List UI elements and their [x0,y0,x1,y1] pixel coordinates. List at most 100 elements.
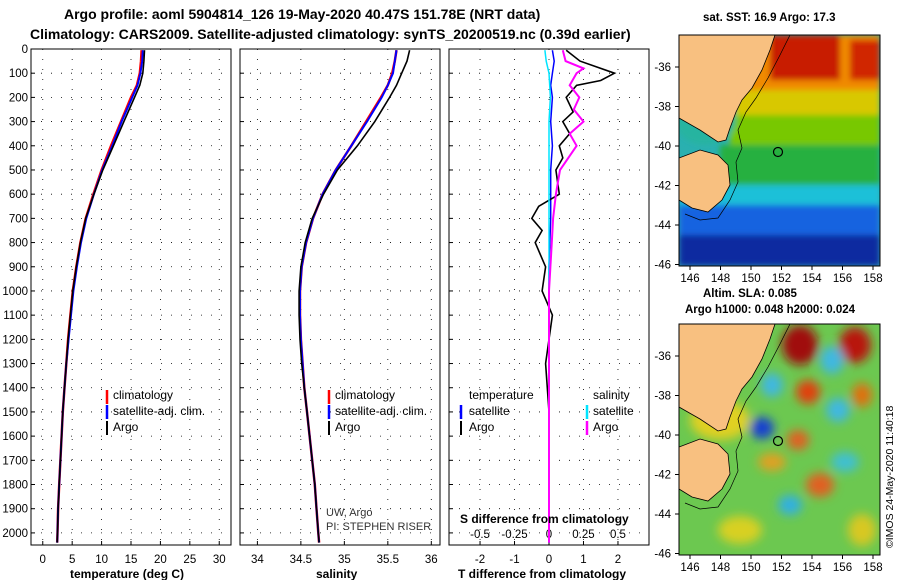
depth-tick-label: 200 [9,92,28,104]
series-s-argo [548,49,586,543]
depth-tick-label: 800 [9,238,28,250]
imos-credit: ©IMOS 24-May-2020 11:40:18 [884,405,896,548]
map-lat-label: -44 [654,220,671,232]
series-satellite-adj-clim- [56,50,144,543]
x-tick-label: -2 [475,554,485,566]
depth-tick-label: 900 [9,262,28,274]
depth-tick-label: 300 [9,117,28,129]
x-tick-label: 0 [40,554,46,566]
sst-land-mainland [679,35,776,143]
depth-tick-label: 500 [9,165,28,177]
sla-warm-4 [852,383,872,407]
sst-hot-core [770,35,840,80]
x-tick-label: 30 [213,554,226,566]
sla-warm-5 [787,430,809,450]
sla-map-title-1: Altim. SLA: 0.085 [703,288,798,300]
legend-t-satellite-label: satellite [469,404,510,418]
legend-salinity-heading: salinity [593,388,630,402]
depth-tick-label: 100 [9,68,28,80]
sla-yellow-2 [718,516,762,544]
map-lat-label: -38 [654,391,671,403]
map-lon-label: 152 [772,273,791,285]
map-lat-label: -36 [654,351,671,363]
map-lat-label: -40 [654,141,671,153]
x-tick-label: 35 [338,554,351,566]
sst-map [679,35,880,266]
sla-cool-5 [778,495,802,515]
sst-shelf-contour [684,35,791,221]
sst-map-frame [678,34,881,267]
x-tick-label: 15 [125,554,138,566]
sla-cool-4 [831,452,859,472]
map-lon-label: 156 [833,562,852,574]
x-tick-label: -1 [509,554,519,566]
series-climatology [298,50,398,543]
x-tick-label: 34 [251,554,264,566]
map-lat-label: -40 [654,430,671,442]
sst-float-marker [772,146,784,158]
sst-blue-band [679,205,880,240]
map-lon-label: 150 [741,273,760,285]
legend-satellite-label: satellite-adj. clim. [335,404,427,418]
map-lat-label: -46 [654,549,671,561]
depth-tick-label: 0 [22,44,28,56]
sla-shelf-contour [684,324,791,510]
legend-argo-label: Argo [113,420,139,434]
x-tick-label: 20 [154,554,167,566]
title-line-1: Argo profile: aoml 5904814_126 19-May-20… [64,6,541,22]
map-lon-label: 148 [711,562,730,574]
map-lat-label: -46 [654,260,671,272]
map-lat-label: -42 [654,470,671,482]
s-diff-tick-label: -0.25 [501,529,527,541]
depth-tick-label: 600 [9,189,28,201]
sst-hot-east [850,40,880,80]
sla-cool-2 [761,373,783,397]
depth-tick-label: 1800 [2,480,28,492]
series-t-argo [530,49,617,543]
depth-tick-label: 1900 [2,504,28,516]
x-tick-label: 25 [183,554,196,566]
float-credit-line-2: PI: STEPHEN RISER [326,521,431,533]
legend-s-argo-label: Argo [593,420,619,434]
sst-land-tasmania [679,149,731,213]
sla-warm-2 [839,327,871,363]
depth-tick-label: 1500 [2,407,28,419]
legend-s-satellite-label: satellite [593,404,634,418]
depth-tick-label: 400 [9,141,28,153]
map-lon-label: 146 [680,562,699,574]
salinity-legend: climatology satellite-adj. clim. Argo [327,388,427,435]
depth-tick-label: 1700 [2,455,28,467]
sla-warm-3 [796,380,820,404]
salinity-xlabel: salinity [316,567,358,580]
map-lon-label: 158 [863,273,882,285]
sla-land-tasmania [679,438,731,502]
depth-tick-label: 1000 [2,286,28,298]
x-axes: 0 5 10 15 20 25 30 34 34.5 35 35.5 36 -2 -1 0 1 2 -0.5 -0.… [40,529,626,566]
sla-warm-1 [782,325,818,365]
difference-xlabel-top: S difference from climatology [460,512,629,526]
s-diff-tick-label: 0.5 [610,529,626,541]
map-lon-label: 154 [802,562,822,574]
sla-yellow-3 [848,514,876,546]
temperature-xlabel: temperature (deg C) [70,567,184,580]
x-tick-label: 34.5 [290,554,312,566]
depth-tick-label: 2000 [2,528,28,540]
x-tick-label: 0 [546,554,552,566]
sla-warm-6 [758,453,786,471]
sla-cool-1 [820,346,844,374]
depth-tick-label: 1100 [3,310,28,322]
difference-xlabel: T difference from climatology [458,567,626,580]
depth-tick-label: 1200 [2,334,28,346]
difference-salinity-legend: salinity satellite Argo [585,388,634,435]
x-tick-label: 5 [69,554,75,566]
temperature-legend: climatology satellite-adj. clim. Argo [105,388,205,435]
map-lon-label: 146 [680,273,699,285]
sla-map-frame [678,323,881,556]
x-tick-label: 2 [615,554,621,566]
difference-temperature-legend: temperature satellite Argo [459,388,534,435]
sla-map [679,324,880,555]
legend-climatology-label: climatology [113,388,173,402]
s-diff-tick-label: -0.5 [470,529,490,541]
title-line-2: Climatology: CARS2009. Satellite-adjuste… [30,26,631,42]
map-lon-label: 154 [802,273,822,285]
